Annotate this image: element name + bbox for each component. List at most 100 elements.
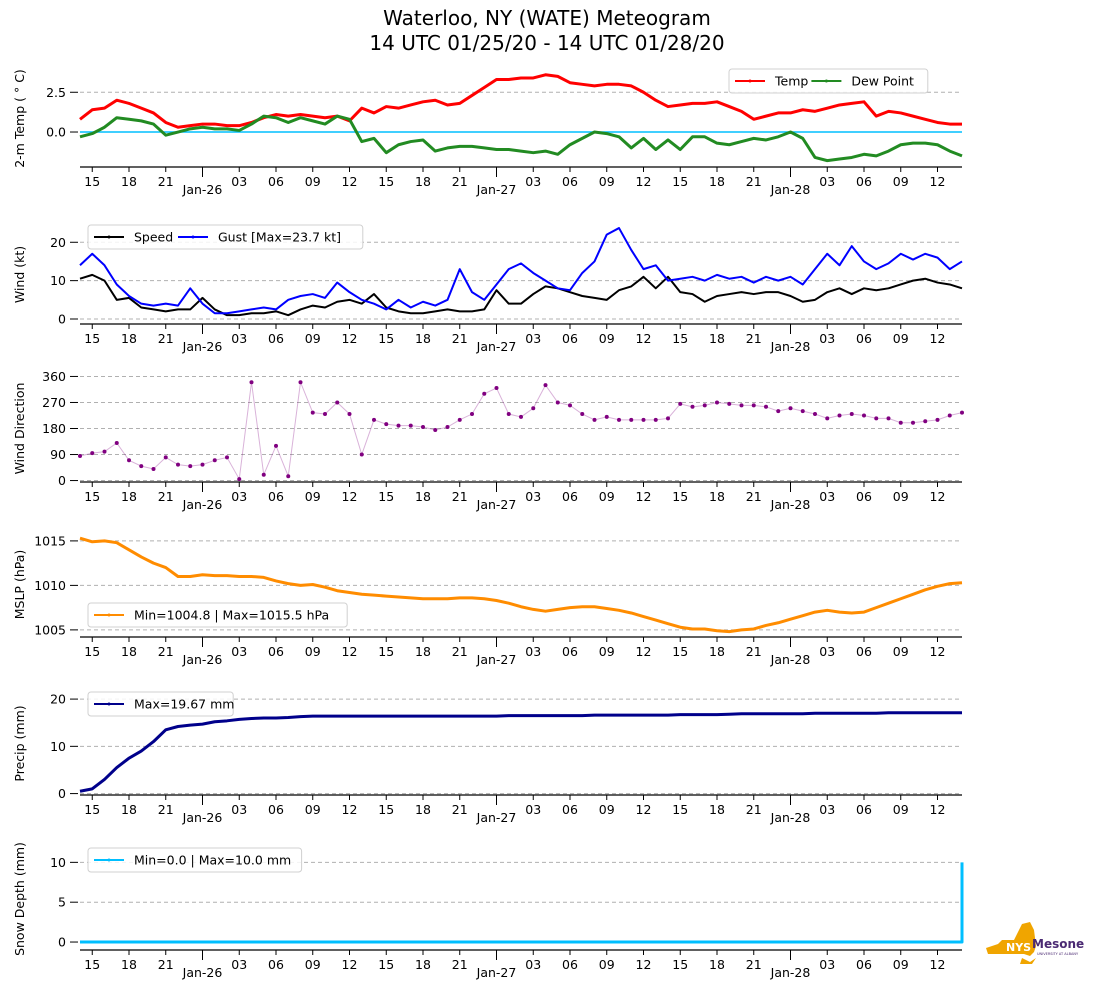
legend-box [87,602,348,628]
x-tick-label: 03 [231,174,247,189]
data-point [102,449,107,454]
x-tick-label: 06 [562,331,578,346]
legend-label: Dew Point [851,74,914,89]
x-day-label: Jan-26 [182,497,223,512]
x-tick-label: 09 [893,331,909,346]
x-tick-label: 09 [599,957,615,972]
y-tick-label: 270 [42,395,66,410]
x-tick-label: 03 [231,331,247,346]
y-tick-label: 2.5 [46,85,66,100]
x-tick-label: 09 [893,957,909,972]
x-day-label: Jan-27 [476,497,517,512]
x-tick-label: 03 [525,331,541,346]
data-point [702,403,707,408]
x-tick-label: 15 [672,957,688,972]
x-tick-label: 15 [672,174,688,189]
x-tick-label: 09 [599,489,615,504]
x-tick-label: 18 [121,489,137,504]
y-tick-label: 180 [42,421,66,436]
ny-state-shape-icon [986,922,1036,964]
x-tick-label: 06 [856,802,872,817]
data-point [372,417,376,422]
x-tick-label: 09 [893,174,909,189]
x-tick-label: 21 [158,489,174,504]
y-tick-label: 1015 [34,533,66,548]
x-tick-label: 06 [268,331,284,346]
x-tick-label: 06 [562,957,578,972]
data-point [911,420,915,425]
panel-precip: 0 10 20 Precip (mm) 15 18 21 03 06 09 12 15 18 21 03 06… [12,691,962,825]
y-tick-label: 90 [50,447,66,462]
data-point [90,451,95,456]
x-tick-label: 03 [231,802,247,817]
data-point [470,412,474,417]
x-day-label: Jan-28 [770,810,811,825]
data-point [849,412,854,417]
legend-box [87,224,364,250]
x-tick-label: 15 [84,802,100,817]
data-point [947,413,952,418]
y-axis-label: Snow Depth (mm) [12,842,27,956]
x-tick-label: 09 [599,174,615,189]
data-point [212,458,217,463]
y-tick-label: 1010 [34,578,66,593]
series-line-min=0.0 [80,862,964,944]
x-tick-label: 15 [672,644,688,659]
chart-title-line2: 14 UTC 01/25/20 - 14 UTC 01/28/20 [369,31,725,55]
data-point [641,417,646,422]
series-line-gust [79,227,963,315]
data-point [359,452,364,457]
panel-mslp: 1005 1010 1015 MSLP (hPa) 15 18 21 03 06 09 12 15 18… [12,533,963,667]
y-axis-label: Precip (mm) [12,705,27,781]
data-point [543,383,548,388]
x-day-label: Jan-27 [476,810,517,825]
x-tick-label: 12 [636,957,652,972]
data-point [188,464,193,469]
data-point [629,417,634,422]
x-tick-label: 09 [599,331,615,346]
legend-marker [107,235,111,239]
data-point [604,414,609,419]
x-tick-label: 12 [636,331,652,346]
x-tick-label: 12 [930,644,946,659]
x-day-label: Jan-27 [476,339,517,354]
x-tick-label: 15 [84,174,100,189]
x-day-label: Jan-28 [770,497,811,512]
x-tick-label: 21 [452,331,468,346]
panel-snow: 0 5 10 Snow Depth (mm) 15 18 21 03 06 09 12 15 18 21 0… [12,842,964,980]
x-tick-label: 18 [709,802,725,817]
panel-wind: 0 10 20 Wind (kt) 15 18 21 03 06 09 12 15 18 21 03 06 09… [12,224,963,354]
x-tick-label: 18 [709,957,725,972]
data-point [433,427,438,432]
x-tick-label: 15 [84,957,100,972]
series-line-temp [79,73,962,129]
x-tick-label: 12 [930,957,946,972]
x-tick-label: 21 [452,644,468,659]
x-tick-label: 21 [158,644,174,659]
data-point [813,412,817,417]
x-day-label: Jan-27 [476,652,517,667]
data-point [482,391,487,396]
x-tick-label: 21 [452,957,468,972]
logo-nys-text: NYS [1006,941,1031,954]
data-point [690,404,695,409]
x-tick-label: 15 [378,174,394,189]
legend-marker [748,79,752,83]
x-tick-label: 21 [158,174,174,189]
data-point [739,403,744,408]
data-point [874,416,879,421]
x-tick-label: 03 [231,644,247,659]
data-point [445,425,450,430]
x-tick-label: 12 [930,489,946,504]
series-line-dew [79,114,963,163]
series-line-min=1004.8 [79,536,963,634]
x-tick-label: 09 [305,802,321,817]
chart-title-line1: Waterloo, NY (WATE) Meteogram [383,6,711,30]
x-tick-label: 03 [819,489,835,504]
x-tick-label: 12 [342,174,358,189]
x-tick-label: 18 [121,174,137,189]
x-tick-label: 18 [709,331,725,346]
x-day-label: Jan-26 [182,965,223,980]
x-tick-label: 03 [819,957,835,972]
